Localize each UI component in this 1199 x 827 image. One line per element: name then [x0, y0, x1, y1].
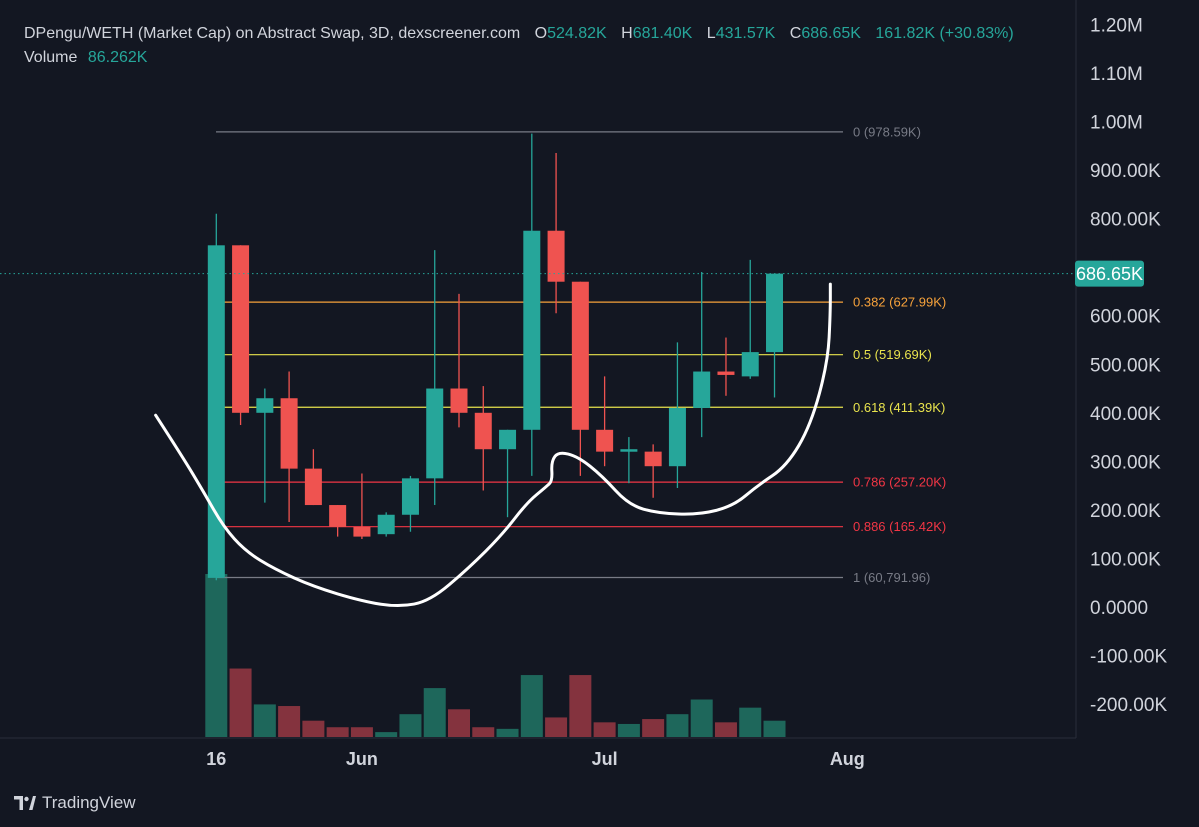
- volume-bar: [763, 720, 786, 737]
- y-axis-tick-label: 1.10M: [1090, 64, 1143, 85]
- volume-bar: [399, 714, 422, 737]
- candle-body: [353, 526, 371, 537]
- fib-level-label: 0.786 (257.20K): [853, 475, 946, 490]
- fib-level-label: 0.886 (165.42K): [853, 519, 946, 534]
- y-axis-tick-label: -100.00K: [1090, 647, 1167, 668]
- fib-level-label: 1 (60,791.96): [853, 570, 930, 585]
- volume-bar: [302, 720, 325, 737]
- candle-body: [450, 388, 468, 413]
- tradingview-logo-icon: [14, 796, 36, 810]
- high-value: 681.40K: [632, 25, 693, 42]
- low-value: 431.57K: [715, 25, 776, 42]
- symbol-title: DPengu/WETH (Market Cap) on Abstract Swa…: [24, 25, 521, 42]
- y-axis-tick-label: 800.00K: [1090, 210, 1161, 231]
- y-axis-tick-label: -200.00K: [1090, 695, 1167, 716]
- y-axis-tick-label: 500.00K: [1090, 355, 1161, 376]
- candle-body: [693, 371, 711, 408]
- volume-value: 86.262K: [87, 49, 148, 66]
- tradingview-brand[interactable]: TradingView: [14, 793, 136, 813]
- volume-bar: [593, 722, 616, 737]
- volume-bar: [714, 722, 737, 737]
- open-value: 524.82K: [547, 25, 607, 42]
- candle-body: [571, 281, 589, 430]
- cup-and-handle-drawing: [154, 282, 832, 608]
- y-axis-tick-label: 600.00K: [1090, 307, 1161, 328]
- volume-bar: [229, 668, 252, 737]
- fib-level-label: 0.618 (411.39K): [853, 400, 945, 415]
- candle-body: [256, 398, 274, 413]
- y-axis-tick-label: 200.00K: [1090, 501, 1161, 522]
- candle-body: [377, 514, 395, 535]
- chart-header: DPengu/WETH (Market Cap) on Abstract Swa…: [24, 25, 1014, 43]
- candle-body: [596, 429, 614, 452]
- x-axis-tick-label: 16: [206, 749, 226, 769]
- candle-body: [474, 412, 492, 450]
- brand-name: TradingView: [42, 793, 136, 812]
- volume-bar: [350, 727, 373, 737]
- volume-bar: [278, 706, 301, 737]
- y-axis-tick-label: 1.20M: [1090, 15, 1143, 36]
- candle-body: [717, 371, 735, 375]
- candle-body: [499, 429, 517, 450]
- close-label: C: [789, 25, 802, 42]
- candle-body: [329, 505, 347, 527]
- candle-body: [426, 388, 444, 479]
- last-price-badge: [1075, 260, 1144, 287]
- low-label: L: [706, 25, 716, 42]
- candle-body: [620, 449, 638, 452]
- y-axis-tick-label: 0.0000: [1090, 598, 1148, 619]
- volume-bar: [739, 707, 762, 737]
- candle-body: [280, 398, 298, 469]
- candle-body: [766, 273, 784, 353]
- x-axis-tick-label: Jun: [346, 749, 378, 769]
- y-axis-tick-label: 900.00K: [1090, 161, 1161, 182]
- volume-bar: [326, 727, 349, 737]
- fib-level-label: 0.382 (627.99K): [853, 295, 946, 310]
- volume-bar: [496, 728, 519, 737]
- y-axis-tick-label: 400.00K: [1090, 404, 1161, 425]
- volume-bar: [666, 714, 689, 737]
- high-label: H: [621, 25, 633, 42]
- fib-level-label: 0 (978.59K): [853, 124, 921, 139]
- x-axis-tick-label: Aug: [830, 749, 865, 769]
- volume-bar: [205, 574, 228, 737]
- y-axis-tick-label: 1.00M: [1090, 113, 1143, 134]
- volume-bar: [520, 675, 543, 737]
- candle-body: [232, 245, 250, 413]
- volume-bar: [569, 675, 592, 737]
- candle-body: [668, 407, 686, 467]
- volume-bar: [642, 719, 665, 737]
- volume-bar: [545, 717, 568, 737]
- candle-body: [644, 451, 662, 467]
- last-price-label: 686.65K: [1076, 264, 1143, 284]
- volume-bar: [690, 699, 713, 737]
- y-axis-tick-label: 100.00K: [1090, 549, 1161, 570]
- y-axis-tick-label: 300.00K: [1090, 452, 1161, 473]
- open-label: O: [534, 25, 548, 42]
- volume-bar: [617, 723, 640, 737]
- candle-body: [523, 230, 541, 430]
- candle-body: [741, 352, 759, 377]
- x-axis-tick-label: Jul: [592, 749, 618, 769]
- volume-bar: [448, 709, 470, 737]
- candle-body: [207, 245, 225, 578]
- candle-body: [401, 478, 419, 515]
- volume-bar: [472, 727, 495, 737]
- change-value: 161.82K (+30.83%): [875, 25, 1014, 42]
- volume-header: Volume 86.262K: [24, 49, 147, 67]
- volume-bar: [423, 688, 446, 737]
- close-value: 686.65K: [801, 25, 861, 42]
- candle-body: [547, 230, 565, 282]
- volume-bar: [253, 704, 276, 737]
- fib-level-label: 0.5 (519.69K): [853, 347, 932, 362]
- candle-body: [304, 468, 322, 506]
- volume-label: Volume: [24, 49, 78, 66]
- volume-bar: [375, 732, 398, 737]
